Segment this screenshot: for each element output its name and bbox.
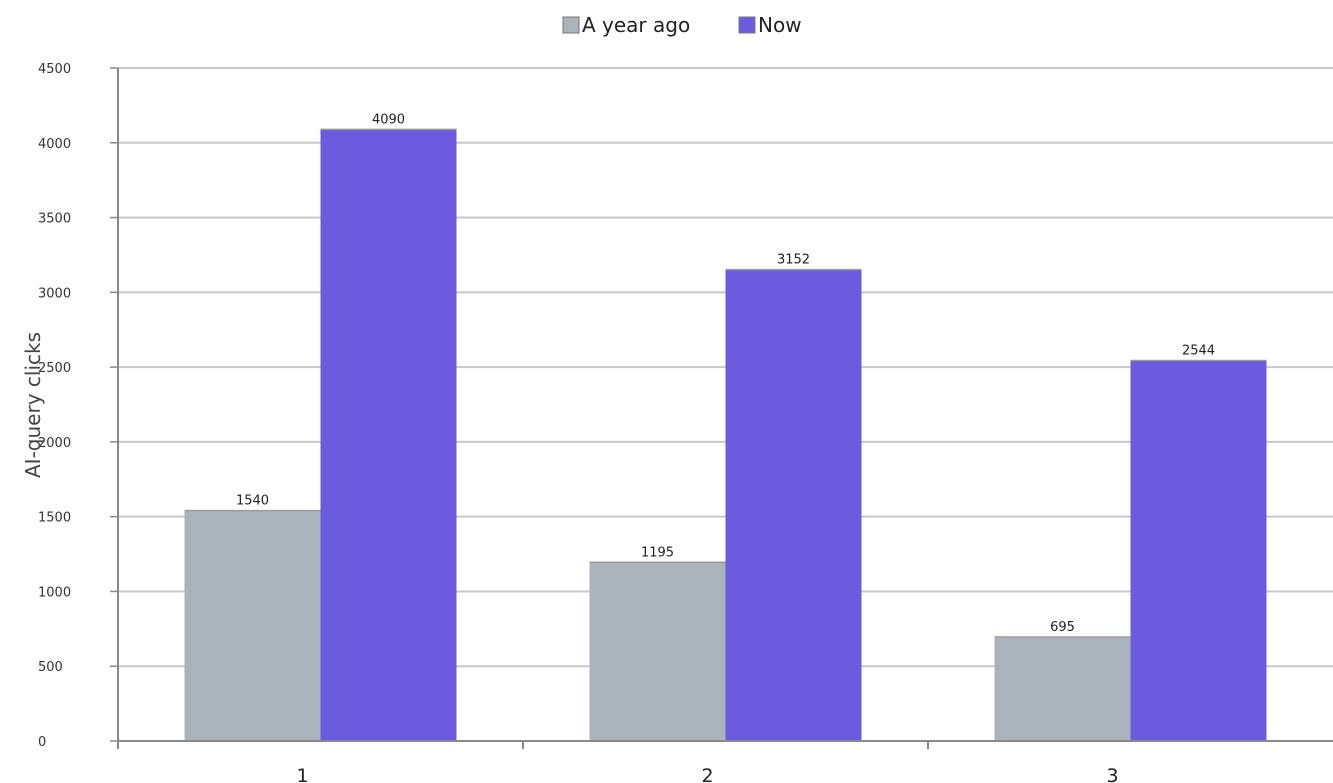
y-tick-label: 4500 [38, 62, 71, 77]
data-label: 1195 [641, 545, 674, 560]
bars [184, 128, 1267, 742]
y-axis-title: AI-query clicks [21, 332, 45, 478]
bar-a-year-ago-3[interactable] [994, 637, 1131, 741]
x-tick-label: 1 [296, 765, 308, 783]
data-label: 1540 [236, 494, 269, 509]
y-tick-label: 2500 [38, 361, 71, 376]
x-tick-label: 3 [1106, 765, 1118, 783]
legend-label: Now [758, 13, 802, 37]
data-labels: 1540 4090 1195 3152 695 2544 [236, 112, 1215, 635]
y-tick-label: 0 [38, 735, 46, 750]
y-tick-label: 500 [38, 660, 63, 675]
data-label: 2544 [1182, 344, 1215, 359]
y-tick-label: 3000 [38, 286, 71, 301]
bar-now-2[interactable] [725, 269, 862, 741]
legend-swatch-a-year-ago [562, 16, 580, 34]
legend-swatch-now [738, 16, 756, 34]
data-label: 4090 [372, 112, 405, 127]
bar-a-year-ago-1[interactable] [184, 510, 321, 741]
bar-now-1[interactable] [320, 129, 457, 742]
legend-label: A year ago [582, 13, 690, 37]
data-label: 3152 [777, 253, 810, 268]
y-tick-label: 2000 [38, 436, 71, 451]
y-tick-label: 4000 [38, 137, 71, 152]
axes: 0 500 1000 1500 2000 2500 3000 3500 4000 4500 1 2 3 [38, 62, 1333, 783]
y-tick-label: 1500 [38, 511, 71, 526]
y-tick-label: 1000 [38, 585, 71, 600]
bar-now-3[interactable] [1130, 360, 1267, 741]
y-tick-label: 3500 [38, 212, 71, 227]
legend: A year ago Now [562, 13, 802, 37]
bar-a-year-ago-2[interactable] [589, 562, 726, 741]
data-label: 695 [1050, 620, 1075, 635]
x-tick-label: 2 [701, 765, 713, 783]
